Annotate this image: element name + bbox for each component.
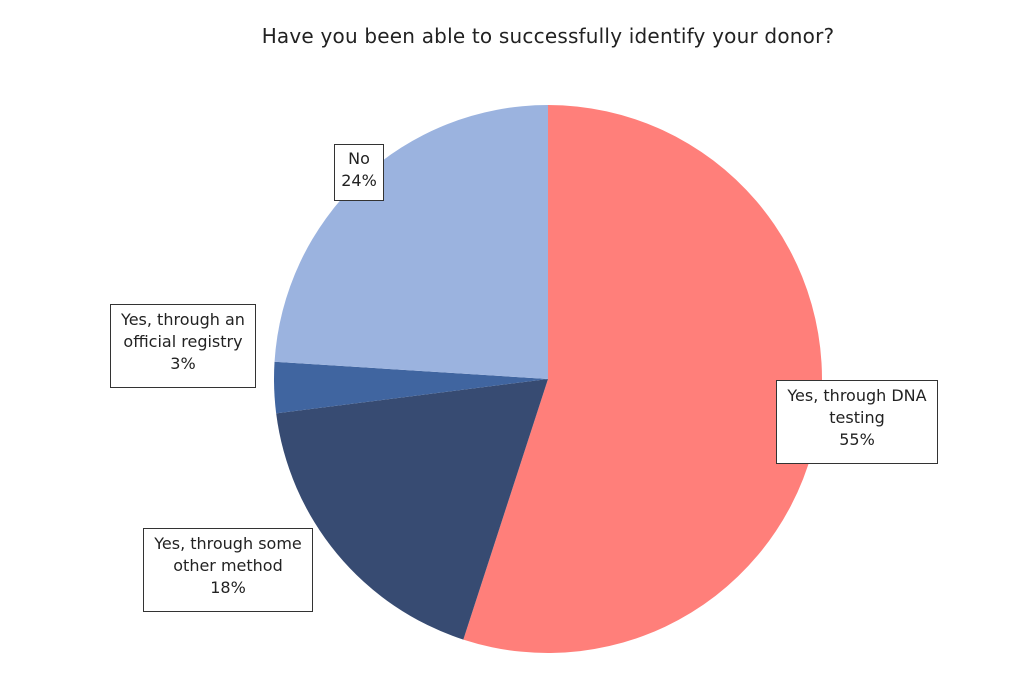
pie-slice-registry xyxy=(273,361,548,414)
slice-label-no: No 24% xyxy=(334,144,384,201)
slice-label-other-method-pct: 18% xyxy=(210,578,246,597)
slice-label-dna-pct: 55% xyxy=(839,430,875,449)
chart-title: Have you been able to successfully ident… xyxy=(261,24,835,48)
slice-label-dna-text: Yes, through DNA testing xyxy=(787,386,927,427)
slice-label-other-method: Yes, through some other method 18% xyxy=(143,528,313,612)
slice-label-registry: Yes, through an official registry 3% xyxy=(110,304,256,388)
slice-label-no-text: No xyxy=(348,149,370,168)
pie-slice-no xyxy=(274,105,548,379)
slice-label-no-pct: 24% xyxy=(341,171,377,190)
slice-label-registry-pct: 3% xyxy=(170,354,196,373)
pie-slice-dna xyxy=(463,105,822,653)
slice-label-registry-text: Yes, through an official registry xyxy=(121,310,245,351)
slice-label-other-method-text: Yes, through some other method xyxy=(154,534,302,575)
slice-label-dna: Yes, through DNA testing 55% xyxy=(776,380,938,464)
pie-slice-other-method xyxy=(276,379,548,640)
